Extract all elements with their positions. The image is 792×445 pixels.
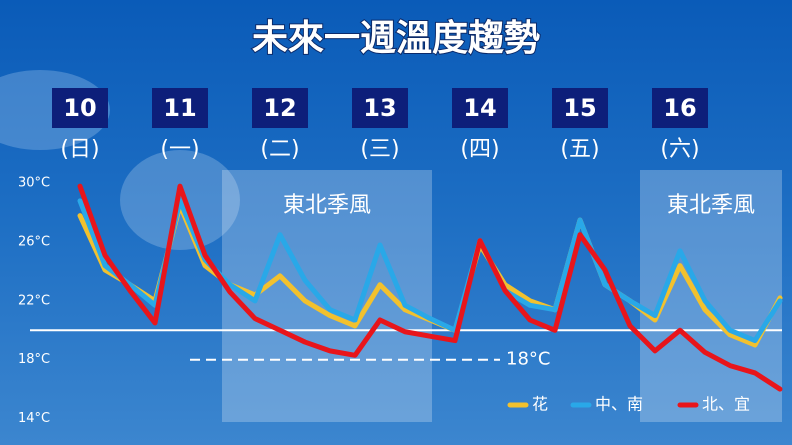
y-tick-label: 22°C (18, 293, 50, 308)
day-label: 13 (363, 94, 396, 122)
y-tick-label: 18°C (18, 352, 50, 367)
y-tick-label: 14°C (18, 411, 50, 426)
temperature-line (77, 198, 783, 344)
day-box (152, 88, 208, 128)
weekday-label: (二) (260, 137, 299, 162)
band-label: 東北季風 (667, 193, 755, 218)
day-label: 15 (563, 94, 596, 122)
reference-label: 18°C (506, 349, 550, 370)
weekday-label: (六) (660, 137, 699, 162)
weekday-label: (四) (460, 137, 499, 162)
day-box (52, 88, 108, 128)
weekday-label: (日) (60, 137, 99, 162)
legend-label: 中、南 (595, 395, 643, 414)
day-box (252, 88, 308, 128)
day-box (352, 88, 408, 128)
day-label: 10 (63, 94, 96, 122)
day-box (452, 88, 508, 128)
chart-title: 未來一週溫度趨勢 (252, 18, 540, 59)
weekday-label: (三) (360, 137, 399, 162)
y-tick-label: 26°C (18, 235, 50, 250)
legend-label: 北、宜 (702, 395, 750, 414)
day-box (552, 88, 608, 128)
day-box (652, 88, 708, 128)
weekday-label: (五) (560, 137, 599, 162)
day-label: 12 (263, 94, 296, 122)
legend-label: 花 (532, 395, 548, 414)
weekday-label: (一) (160, 137, 199, 162)
temperature-line (77, 183, 783, 392)
band-label: 東北季風 (283, 193, 371, 218)
y-tick-label: 30°C (18, 176, 50, 191)
day-label: 14 (463, 94, 496, 122)
day-label: 16 (663, 94, 696, 122)
day-label: 11 (163, 94, 196, 122)
